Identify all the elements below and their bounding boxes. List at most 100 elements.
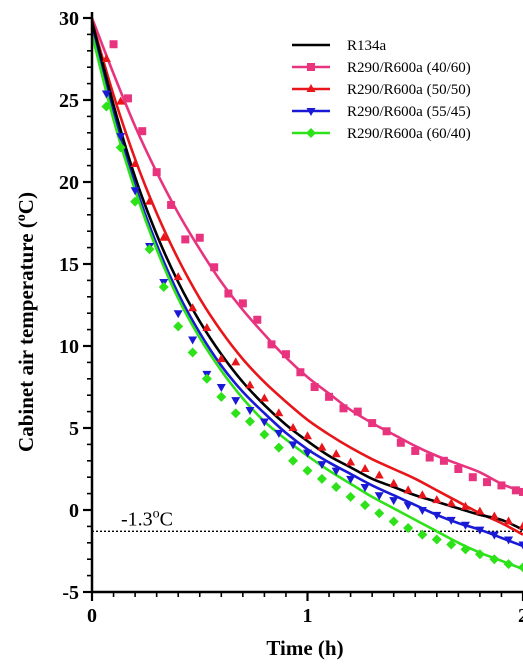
data-point [245,380,255,389]
x-tick-label: 2 [518,605,523,627]
data-point [374,492,384,501]
data-point [345,491,356,502]
data-point [446,539,457,550]
data-point [173,310,183,319]
data-point [187,347,198,358]
legend-swatch-marker [306,84,316,92]
data-point [489,554,500,565]
data-point [158,281,169,292]
data-point [216,354,226,363]
data-point [288,455,299,466]
data-point [216,384,226,392]
data-point [439,456,448,465]
data-point [331,467,341,476]
data-point [511,486,520,495]
data-point [497,481,506,490]
data-point [130,196,141,207]
data-point [317,461,327,470]
legend-label: R290/R600a (40/60) [347,60,471,76]
data-point [417,507,427,515]
data-point [503,559,514,570]
data-point [411,446,420,455]
data-point [374,508,385,519]
data-point [101,90,111,99]
series-markers-r290-r600a-50-50 [101,54,523,530]
data-point [273,442,284,453]
data-point [244,416,255,427]
legend-item-r290-r600a-60-40: R290/R600a (60/40) [292,126,471,142]
legend: R134a R290/R600a (40/60) R290/R600a (50/50… [292,38,471,142]
data-point [130,158,140,167]
y-tick-label: 25 [59,90,79,112]
data-point [138,127,147,136]
axes-group: -5 0 5 10 15 20 25 30 0 1 2 [59,8,523,627]
data-point [389,497,399,506]
y-tick-label: 15 [59,254,79,276]
data-point [310,383,319,391]
data-point [296,368,305,377]
data-point [417,529,428,540]
data-point [317,442,327,451]
data-point [101,54,111,62]
data-point [518,562,523,573]
data-point [346,475,356,484]
data-point [353,407,362,416]
data-point [504,536,514,545]
data-point [259,418,269,427]
data-point [130,187,140,196]
legend-label: R290/R600a (60/40) [347,126,471,142]
data-point [518,521,523,530]
data-point [518,541,523,550]
data-point [475,506,485,515]
data-point [302,465,313,476]
data-point [360,484,370,493]
data-point [316,473,327,484]
data-point [173,272,183,281]
data-point [489,511,499,520]
data-point [460,501,470,510]
data-point [504,516,514,525]
data-point [403,502,413,511]
data-point [173,321,184,332]
y-tick-label: -5 [62,582,79,604]
series-markers-r290-r600a-40-60 [109,40,523,496]
y-tick-label: 10 [59,336,79,358]
data-point [201,373,212,384]
data-point [210,263,219,272]
data-point [253,315,262,324]
y-tick-label: 20 [59,172,79,194]
data-point [145,196,155,205]
data-point [195,233,204,242]
legend-swatch-marker [307,63,315,71]
data-point [483,478,492,487]
series-line-r290-r600a-50-50 [90,20,523,536]
series-markers-r290-r600a-60-40 [101,101,523,573]
data-point [474,549,485,560]
data-point [109,40,118,49]
legend-label: R290/R600a (55/45) [347,104,471,120]
data-point [152,168,161,177]
data-point [188,303,198,312]
data-point [403,523,414,534]
x-tick-label: 1 [303,605,313,627]
legend-item-r290-r600a-40-60: R290/R600a (40/60) [292,60,471,76]
data-point [303,431,312,440]
legend-label: R134a [347,38,387,54]
data-point [288,423,298,431]
data-point [144,244,155,255]
data-point [274,429,284,438]
data-point [360,500,371,511]
data-point [331,482,342,493]
y-axis-title: Cabinet air temperature (oC) [14,192,38,452]
series-r290-r600a-40-60 [90,17,523,494]
data-point [303,449,312,458]
data-point [238,299,247,308]
reference-line-label: -1.3oC [121,506,173,530]
data-point [388,516,399,527]
data-point [115,142,126,153]
data-point [475,526,485,535]
series-group [90,17,523,573]
data-point [389,478,399,487]
y-tick-label: 5 [69,418,79,440]
data-point [230,408,241,419]
